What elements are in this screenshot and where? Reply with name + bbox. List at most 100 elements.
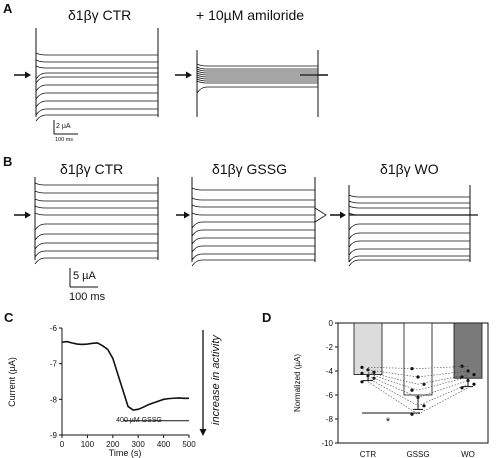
panel-d-y-tick-label: -4 xyxy=(326,367,334,376)
panel-d-data-point xyxy=(410,367,414,371)
panel-d-data-point xyxy=(360,365,364,369)
panel-d-paired-line xyxy=(367,373,469,391)
panel-d-data-point xyxy=(360,380,364,384)
trace-a-amil-trace xyxy=(196,66,318,70)
trace-b-gssg-trace xyxy=(191,204,315,208)
trace-b-wo-trace xyxy=(348,248,470,256)
panel-letter-a: A xyxy=(3,1,13,16)
panel-d-y-tick-label: -2 xyxy=(326,343,334,352)
panel-d-bar-wo xyxy=(453,322,483,379)
trace-b-ctr-trace xyxy=(34,205,158,209)
trace-a-ctr-trace xyxy=(35,92,158,100)
panel-c-y-tick-label: -6 xyxy=(50,324,58,333)
panel-d-paired-line xyxy=(367,381,469,415)
trace-b-wo-trace xyxy=(348,240,470,248)
panel-d-paired-line xyxy=(367,371,469,385)
panel-d-data-point xyxy=(466,379,470,383)
trace-b-ctr-trace xyxy=(34,242,158,250)
panel-b-title-gssg: δ1βγ GSSG xyxy=(212,161,287,177)
panel-b-scale-current: 5 µA xyxy=(73,270,97,282)
panel-b-arrow-2 xyxy=(176,211,190,219)
panel-letter-c: C xyxy=(4,310,14,325)
panel-a-arrow-left xyxy=(14,71,31,79)
panel-a-ctr-traces xyxy=(35,28,159,122)
panel-a-left-title: δ1βγ CTR xyxy=(68,7,131,23)
trace-b-wo-trace xyxy=(348,205,470,209)
panel-d-data-point xyxy=(422,382,426,386)
panel-a-arrow-right xyxy=(175,71,192,79)
trace-b-gssg-trace xyxy=(191,221,315,229)
trace-b-ctr-trace xyxy=(34,233,158,241)
panel-b-scale-bar xyxy=(69,268,98,288)
panel-d-data-point xyxy=(422,404,426,408)
trace-b-gssg-trace xyxy=(191,253,315,261)
panel-c-x-tick-label: 0 xyxy=(60,440,65,449)
trace-b-ctr-trace xyxy=(34,182,158,186)
panel-b-title-wo: δ1βγ WO xyxy=(380,161,439,177)
trace-b-gssg-trace xyxy=(191,245,315,253)
trace-a-ctr-trace xyxy=(35,108,158,116)
panel-c-gssg-label: 400 µM GSSG xyxy=(116,417,162,424)
panel-c-x-label: Time (s) xyxy=(109,448,142,458)
trace-b-gssg-trace xyxy=(191,187,315,191)
panel-c-x-tick-label: 300 xyxy=(132,440,146,449)
trace-b-wo-trace xyxy=(348,259,470,267)
trace-b-ctr-trace xyxy=(34,190,158,194)
trace-a-ctr-trace xyxy=(35,114,158,122)
panel-d-y-label: Normalized (µA) xyxy=(293,354,302,412)
panel-d-data-point xyxy=(416,375,420,379)
panel-c-line-chart: -6 -7 -8 -90 100 200 300 400 500 xyxy=(50,324,196,449)
panel-d-y-tick-label: -10 xyxy=(321,439,333,448)
panel-d-data-point xyxy=(360,371,364,375)
panel-d-data-point xyxy=(466,369,470,373)
panel-d-y-tick-label: 0 xyxy=(329,319,334,328)
panel-d-category-label: GSSG xyxy=(406,450,429,458)
trace-b-gssg-trace xyxy=(191,229,315,237)
panel-c-y-label: Current (µA) xyxy=(7,357,17,407)
panel-b-wo-traces xyxy=(348,185,478,267)
panel-c-series-line xyxy=(61,340,189,411)
panel-d-category-label: WO xyxy=(461,450,475,458)
panel-letter-d: D xyxy=(262,310,271,325)
trace-a-ctr-trace xyxy=(35,76,158,84)
trace-a-amil-trace xyxy=(196,63,318,67)
panel-c-x-tick-label: 500 xyxy=(182,440,196,449)
trace-b-gssg-tail xyxy=(314,207,327,223)
trace-b-gssg-trace xyxy=(191,212,315,216)
panel-c-x-tick-label: 400 xyxy=(157,440,171,449)
trace-b-wo-trace xyxy=(348,194,470,198)
trace-a-amil-trace xyxy=(196,70,318,74)
panel-d-significance: * xyxy=(386,416,391,428)
trace-b-gssg-trace xyxy=(191,237,315,245)
panel-d-data-point xyxy=(460,386,464,390)
panel-b-arrow-1 xyxy=(14,211,31,219)
panel-d-y-tick-label: -6 xyxy=(326,391,334,400)
trace-a-ctr-trace xyxy=(35,52,158,56)
trace-a-ctr-trace xyxy=(35,84,158,92)
trace-a-ctr-trace xyxy=(35,100,158,108)
trace-b-gssg-trace xyxy=(191,197,315,201)
trace-a-ctr-trace xyxy=(35,59,158,63)
panel-c-y-tick-label: -8 xyxy=(50,395,58,404)
panel-b-scale-time: 100 ms xyxy=(69,291,106,303)
panel-d-data-point xyxy=(410,388,414,392)
panel-a-scale-current: 2 µA xyxy=(56,123,71,130)
trace-a-amil-trace xyxy=(196,68,318,72)
panel-b-title-ctr: δ1βγ CTR xyxy=(60,161,123,177)
trace-b-ctr-trace xyxy=(34,257,158,265)
panel-c-y-tick-label: -9 xyxy=(50,431,58,440)
trace-a-amil-trace xyxy=(196,74,318,78)
panel-c-down-arrow xyxy=(199,330,207,436)
panel-c-y-tick-label: -7 xyxy=(50,360,58,369)
panel-d-bar-ctr xyxy=(353,322,383,375)
panel-c-x-tick-label: 100 xyxy=(81,440,95,449)
trace-a-amil-trace xyxy=(196,76,318,80)
trace-b-ctr-trace xyxy=(34,250,158,258)
panel-d-data-point xyxy=(472,382,476,386)
panel-d-y-tick-label: -8 xyxy=(326,415,334,424)
trace-a-ctr-trace xyxy=(35,65,158,69)
trace-b-ctr-trace xyxy=(34,212,158,216)
trace-a-amil-trace xyxy=(196,78,318,82)
panel-a-right-title: + 10µM amiloride xyxy=(196,7,304,23)
panel-d-data-point xyxy=(372,370,376,374)
